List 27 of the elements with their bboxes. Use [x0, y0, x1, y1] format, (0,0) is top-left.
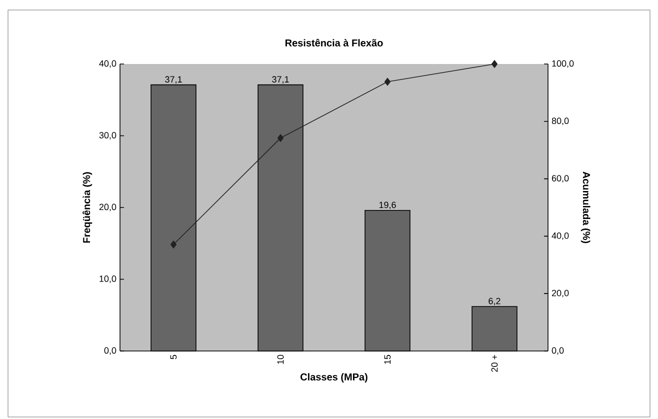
chart-title: Resistência à Flexão	[285, 38, 383, 46]
y-axis-title: Freqüência (%)	[82, 172, 92, 243]
y2-tick-label: 0,0	[552, 347, 564, 355]
x-tick-label: 20 +	[491, 354, 498, 372]
y-tick-label: 30,0	[99, 132, 116, 140]
data-label: 37,1	[165, 76, 182, 84]
y-tick-label: 10,0	[100, 276, 116, 283]
x-tick-label: 15	[384, 354, 391, 364]
x-tick-label: 5	[170, 354, 177, 360]
data-label: 19,6	[379, 202, 396, 210]
y2-tick-label: 80,0	[552, 118, 569, 126]
y2-axis-title: Acumulada (%)	[580, 172, 590, 244]
y2-tick-label: 100,0	[552, 60, 574, 68]
y-tick-label: 0,0	[104, 347, 116, 355]
x-axis-title: Classes (MPa)	[300, 373, 368, 382]
point	[170, 240, 177, 248]
y2-tick-label: 40,0	[552, 232, 569, 240]
data-label: 37,1	[272, 76, 289, 84]
point	[491, 60, 498, 68]
y2-tick-label: 60,0	[552, 175, 569, 182]
point	[384, 78, 391, 86]
y-tick-label: 20,0	[99, 204, 116, 212]
y-tick-label: 40,0	[99, 60, 116, 68]
point	[277, 134, 284, 142]
y2-tick-label: 20,0	[552, 290, 569, 298]
x-tick-label: 10	[277, 354, 284, 364]
data-label: 6,2	[488, 298, 500, 306]
